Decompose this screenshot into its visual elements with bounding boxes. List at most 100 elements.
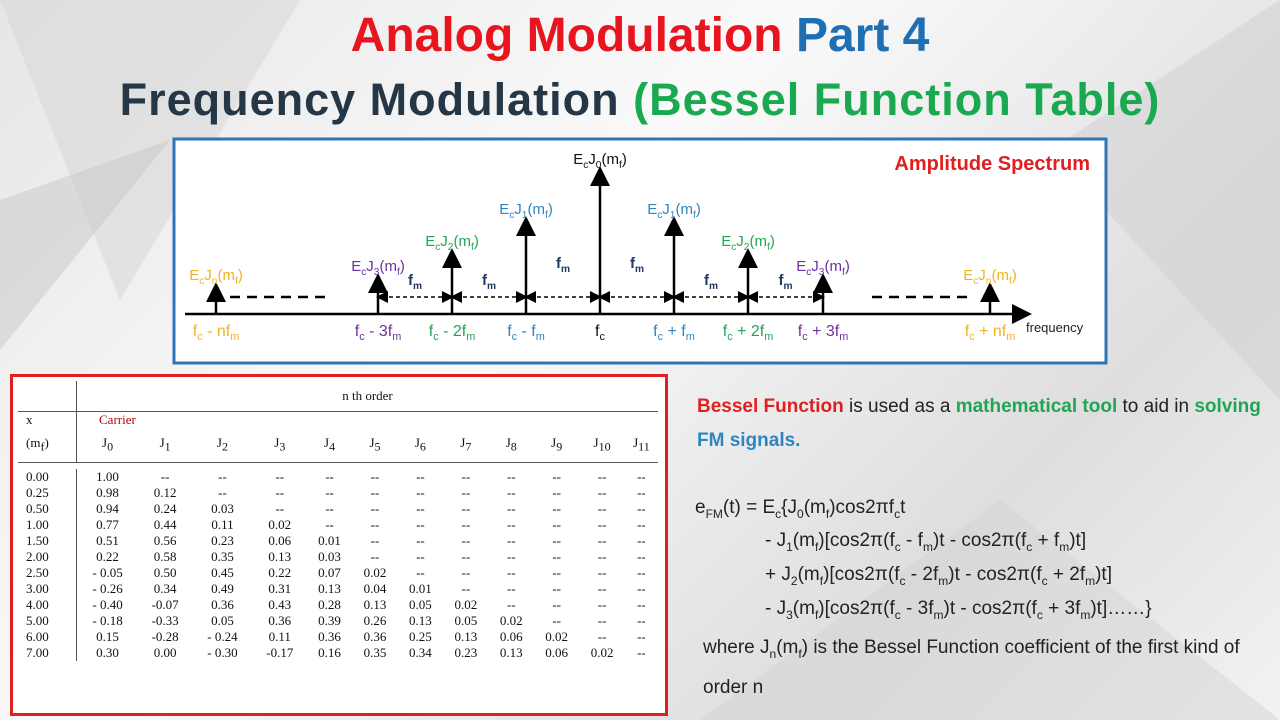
- column-header: J9: [533, 428, 580, 463]
- cell: --: [506, 581, 516, 596]
- text-segment: + f: [1032, 530, 1060, 551]
- text-segment: - J: [765, 598, 787, 619]
- cell: 0.07: [318, 565, 341, 580]
- text-segment: (m: [675, 201, 693, 218]
- amplitude-label: EcJn(mf): [189, 267, 243, 287]
- cell: --: [637, 565, 646, 580]
- text-segment: f: [471, 242, 474, 253]
- text-segment: J: [369, 435, 375, 451]
- text-segment: m: [686, 331, 695, 343]
- text-segment: c: [802, 331, 808, 343]
- data-row: 5.00 - 0.18 -0.33 0.05 0.36 0.39 0.26 0.13 0.05 0…: [18, 613, 658, 629]
- text-segment: 3: [279, 439, 286, 454]
- text-segment: f: [482, 272, 488, 289]
- text-segment: f: [965, 323, 970, 340]
- text-segment: m: [487, 281, 496, 292]
- cell: 0.05: [211, 613, 234, 628]
- cell: --: [416, 517, 425, 532]
- cell: --: [370, 549, 380, 564]
- cell: 0.13: [363, 597, 387, 612]
- cell: --: [597, 533, 607, 548]
- intro-segment: is used as a: [843, 396, 956, 417]
- text-segment: (m: [824, 258, 842, 275]
- cell: --: [325, 517, 334, 532]
- text-segment: c: [894, 539, 901, 554]
- diagram-title: Amplitude Spectrum: [894, 153, 1090, 175]
- text-segment: c: [199, 276, 204, 287]
- cell: 0.26: [363, 613, 387, 628]
- cell: --: [218, 485, 227, 500]
- text-segment: 4: [329, 439, 336, 454]
- text-segment: f: [235, 276, 238, 287]
- text-segment: ): [548, 201, 553, 218]
- cell: --: [597, 469, 607, 484]
- cell: --: [552, 565, 561, 580]
- cell: 0.03: [211, 501, 234, 516]
- cell: 0.11: [211, 517, 234, 532]
- cell: 0.05: [454, 613, 478, 628]
- equation-line: - J3(mf)[cos2π(fc - 3fm)t - cos2π(fc + 3…: [765, 598, 1152, 622]
- frequency-label: fc + 3fm: [798, 323, 849, 343]
- text-segment: c: [600, 331, 606, 343]
- text-segment: (m: [217, 267, 235, 284]
- cell: --: [325, 485, 334, 500]
- notes: Bessel Function is used as a mathematica…: [697, 390, 1267, 458]
- cell: - 0.30: [207, 645, 238, 660]
- text-segment: m: [783, 281, 792, 292]
- cell: 0.02: [545, 629, 569, 644]
- cell: --: [637, 469, 646, 484]
- text-segment: m: [922, 539, 933, 554]
- text-segment: f: [408, 272, 414, 289]
- text-segment: c: [894, 506, 901, 521]
- x-cell: 5.00: [18, 613, 77, 629]
- cell: 0.30: [96, 645, 119, 660]
- text-segment: E: [351, 258, 361, 275]
- text-segment: - 3f: [365, 323, 393, 340]
- text-segment: - J: [765, 530, 787, 551]
- text-segment: f: [355, 323, 360, 340]
- text-segment: J: [460, 435, 466, 451]
- data-row: 0.50 0.94 0.24 0.03 -- -- -- -- -- -- -- -- --: [18, 501, 658, 517]
- cell: --: [325, 469, 334, 484]
- column-header: J6: [397, 428, 444, 463]
- cell: --: [552, 517, 561, 532]
- x-cell: 2.00: [18, 549, 77, 565]
- header-row: (mf) J0 J1 J2 J3 J4 J5 J6 J7 J8 J9 J10 J11: [18, 428, 658, 463]
- text-segment: )t]……}: [1090, 598, 1152, 619]
- cell: 0.02: [363, 565, 387, 580]
- text-segment: J: [204, 267, 212, 284]
- text-segment: m: [1080, 607, 1091, 622]
- text-segment: m: [230, 331, 239, 343]
- text-segment: f: [193, 323, 198, 340]
- amplitude-label: EcJ2(mf): [425, 233, 479, 253]
- text-segment: J: [588, 151, 596, 168]
- x-cell: 0.50: [18, 501, 77, 517]
- text-segment: f: [814, 607, 819, 622]
- text-segment: 2: [790, 573, 798, 588]
- cell: 0.15: [96, 629, 119, 644]
- cell: --: [370, 485, 380, 500]
- cell: 0.22: [268, 565, 292, 580]
- cell: 0.06: [268, 533, 292, 548]
- cell: 0.23: [454, 645, 478, 660]
- frequency-label: fc + nfm: [965, 323, 1016, 343]
- cell: 0.02: [268, 517, 292, 532]
- cell: 0.13: [409, 613, 432, 628]
- spacing-label: fm: [630, 255, 644, 275]
- frequency-label: fc - 2fm: [429, 323, 476, 343]
- text-segment: + 2f: [1047, 564, 1086, 585]
- cell: 0.03: [318, 549, 341, 564]
- text-segment: J: [102, 435, 108, 451]
- data-row: 6.00 0.15 -0.28 - 0.24 0.11 0.36 0.36 0.25 0.13 0…: [18, 629, 658, 645]
- cell: --: [552, 533, 561, 548]
- text-segment: 1: [522, 210, 528, 221]
- amplitude-label: EcJn(mf): [963, 267, 1017, 287]
- text-segment: (m: [453, 233, 471, 250]
- cell: --: [637, 613, 646, 628]
- bg-shape: [0, 140, 170, 350]
- text-segment: 3: [786, 607, 793, 622]
- cell: --: [461, 517, 471, 532]
- text-segment: f: [653, 323, 658, 340]
